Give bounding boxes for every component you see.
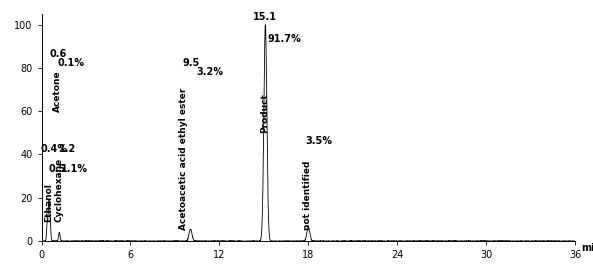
- Text: Acetone: Acetone: [53, 70, 62, 112]
- Text: Product: Product: [260, 93, 269, 133]
- Text: 1.2: 1.2: [59, 144, 76, 155]
- Text: min: min: [581, 242, 593, 253]
- Text: 0.1%: 0.1%: [57, 58, 84, 68]
- Text: 9.5: 9.5: [183, 58, 200, 68]
- Text: Cyclohexane: Cyclohexane: [55, 157, 63, 222]
- Text: 0.6: 0.6: [50, 49, 67, 59]
- Text: 15.1: 15.1: [253, 12, 278, 22]
- Text: Ethanol: Ethanol: [44, 183, 53, 222]
- Text: Acetoacetic acid ethyl ester: Acetoacetic acid ethyl ester: [180, 88, 189, 230]
- Text: 0.5: 0.5: [48, 164, 65, 174]
- Text: 0.4%: 0.4%: [40, 144, 68, 155]
- Text: 3.5%: 3.5%: [305, 136, 333, 146]
- Text: not identified: not identified: [303, 161, 312, 230]
- Text: 1.1%: 1.1%: [60, 164, 88, 174]
- Text: 3.2%: 3.2%: [196, 67, 224, 76]
- Text: 91.7%: 91.7%: [267, 34, 301, 44]
